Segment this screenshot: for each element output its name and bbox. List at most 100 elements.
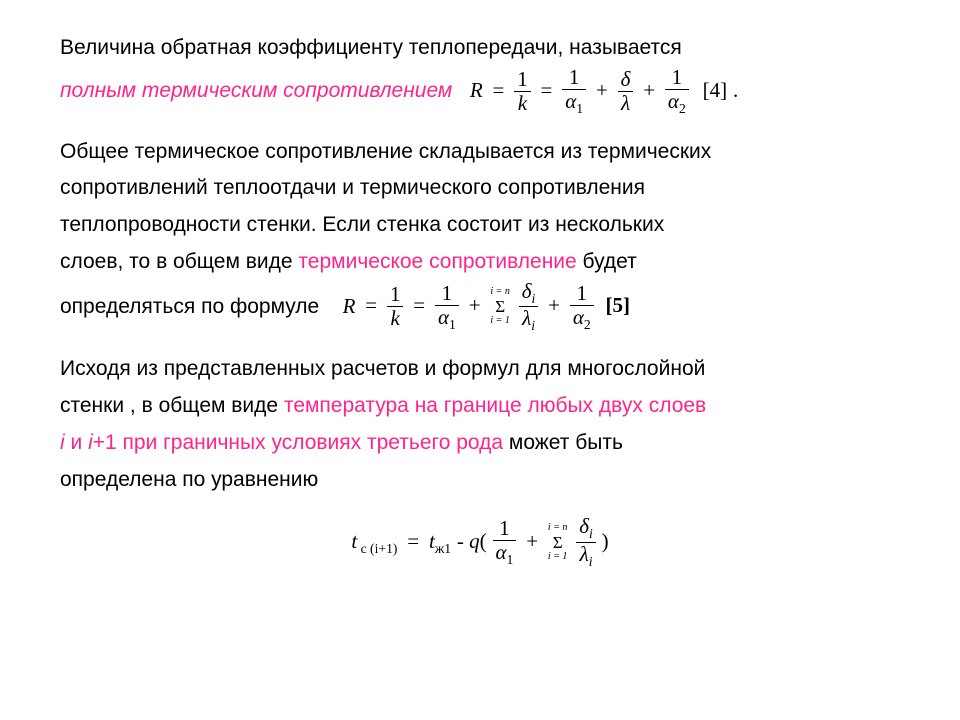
num-var: δ	[579, 514, 589, 538]
p1-line1: Величина обратная коэффициенту теплопере…	[60, 36, 682, 59]
eq-sign: =	[403, 529, 423, 553]
p3-l3b: может быть	[503, 431, 623, 454]
den-var: α	[496, 540, 507, 564]
eq-sign: =	[409, 293, 429, 317]
formula-4: R = 1 k = 1 α1 + δ λ +	[470, 67, 738, 116]
num: 1	[387, 284, 404, 307]
den-sub: 2	[679, 101, 686, 116]
sigma-icon: Σ	[548, 534, 568, 551]
sum-symbol: i = n Σ i = 1	[548, 523, 568, 562]
sum-top: i = n	[490, 287, 510, 297]
num: 1	[562, 67, 586, 90]
den: k	[514, 92, 531, 114]
sum-bot: i = 1	[548, 552, 568, 562]
paragraph-3: Исходя из представленных расчетов и форм…	[60, 351, 900, 498]
paragraph-2: Общее термическое сопротивление складыва…	[60, 134, 900, 334]
plus-sign: +	[639, 78, 659, 102]
num: 1	[665, 67, 689, 90]
f4-tag: [4]	[695, 78, 728, 102]
gap	[319, 289, 342, 326]
den: α2	[665, 90, 689, 116]
den-var: α	[565, 89, 576, 113]
f4-frac-1k: 1 k	[514, 69, 531, 114]
gap	[452, 73, 470, 110]
num: δi	[519, 281, 539, 308]
den-sub: 1	[449, 317, 456, 332]
num: 1	[514, 69, 531, 92]
eq-sign: =	[489, 78, 509, 102]
plus-sign: +	[544, 293, 564, 317]
formula-5: R = 1 k = 1 α1 + i = n Σ i = 1	[343, 281, 630, 334]
num-var: δ	[522, 279, 532, 303]
plus-sign: +	[592, 78, 612, 102]
den-sub: i	[589, 554, 593, 569]
sum-top: i = n	[548, 523, 568, 533]
den-var: λ	[580, 542, 589, 566]
eq-sign: =	[361, 293, 381, 317]
den-var: α	[573, 305, 584, 329]
p1-pink: полным термическим сопротивлением	[60, 73, 452, 110]
f5-frac-di-li: δi λi	[519, 281, 539, 334]
lparen: (	[480, 529, 487, 553]
den-sub: 2	[584, 317, 591, 332]
den: α1	[435, 306, 459, 332]
f5-frac-1a1: 1 α1	[435, 283, 459, 332]
p3-l2a: стенки , в общем виде	[60, 394, 284, 417]
den: k	[387, 307, 404, 329]
sigma-icon: Σ	[490, 298, 510, 315]
p2-pink: термическое сопротивление	[298, 250, 576, 273]
sum-symbol: i = n Σ i = 1	[490, 287, 510, 326]
den: α1	[493, 541, 517, 567]
f5-frac-1a2: 1 α2	[570, 283, 594, 332]
f4-R: R	[470, 78, 483, 102]
p3-plus1: +1 при граничных условиях третьего рода	[93, 431, 503, 454]
plus-sign: +	[465, 293, 485, 317]
p3-pink1: температура на границе любых двух слоев	[284, 394, 706, 417]
num: δ	[618, 69, 634, 92]
f6-sub2: ж1	[435, 541, 451, 556]
p2-l2: сопротивлений теплоотдачи и термического…	[60, 176, 645, 199]
slide-page: Величина обратная коэффициенту теплопере…	[0, 0, 960, 720]
f6-frac-1a1: 1 α1	[493, 518, 517, 567]
den-sub: 1	[576, 101, 583, 116]
f5-frac-1k: 1 k	[387, 284, 404, 329]
f4-frac-1a1: 1 α1	[562, 67, 586, 116]
num: 1	[493, 518, 517, 541]
f6-sub1: с (i+1)	[357, 541, 397, 556]
den: α2	[570, 306, 594, 332]
p2-l3: теплопроводности стенки. Если стенка сос…	[60, 213, 664, 236]
den-var: λ	[522, 306, 531, 330]
f4-frac-1a2: 1 α2	[665, 67, 689, 116]
p2-l5: определяться по формуле	[60, 289, 319, 326]
period: .	[733, 78, 738, 102]
p2-l4a: слоев, то в общем виде	[60, 250, 298, 273]
den-sub: i	[531, 319, 535, 334]
p3-and: и	[65, 431, 88, 454]
num-sub: i	[532, 291, 536, 306]
formula-6-row: t с (i+1) = tж1 - q( 1 α1 + i = n Σ i = …	[60, 516, 900, 569]
paragraph-1: Величина обратная коэффициенту теплопере…	[60, 30, 900, 116]
den: λi	[519, 307, 539, 333]
minus-sign: -	[457, 529, 469, 553]
rparen: )	[602, 529, 609, 553]
num: 1	[435, 283, 459, 306]
den-sub: 1	[507, 552, 514, 567]
f5-tag: [5]	[600, 293, 631, 317]
den-var: α	[438, 305, 449, 329]
sum-bot: i = 1	[490, 316, 510, 326]
den: λ	[618, 92, 634, 114]
f6-frac-di-li: δi λi	[576, 516, 596, 569]
eq-sign: =	[537, 78, 557, 102]
num: 1	[570, 283, 594, 306]
f6-q: q	[469, 529, 480, 553]
p3-l4: определена по уравнению	[60, 468, 318, 491]
den: α1	[562, 90, 586, 116]
formula-6: t с (i+1) = tж1 - q( 1 α1 + i = n Σ i = …	[351, 516, 608, 569]
num-sub: i	[589, 526, 593, 541]
p2-l4b: будет	[577, 250, 637, 273]
den: λi	[576, 543, 596, 569]
p3-l1: Исходя из представленных расчетов и форм…	[60, 357, 705, 380]
f5-R: R	[343, 293, 356, 317]
p2-l1: Общее термическое сопротивление складыва…	[60, 140, 711, 163]
plus-sign: +	[522, 529, 542, 553]
